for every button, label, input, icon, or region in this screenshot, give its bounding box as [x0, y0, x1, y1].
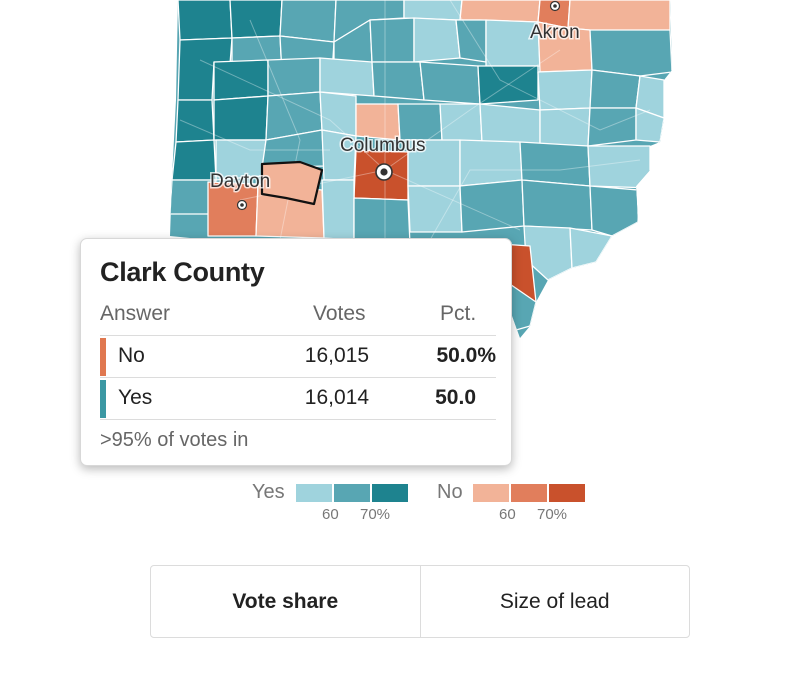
- county: [177, 0, 233, 41]
- county: [519, 141, 591, 187]
- county: [459, 179, 525, 233]
- votes-yes: 16,014: [304, 386, 369, 409]
- county: [403, 0, 463, 21]
- county: [413, 17, 461, 63]
- result-row-no: No 16,015 50.0%: [100, 335, 496, 378]
- size-of-lead-button[interactable]: Size of lead: [419, 566, 690, 637]
- city-label-dayton: Dayton: [210, 171, 270, 192]
- legend-tick-no-60: 60: [499, 506, 516, 523]
- reporting-status: >95% of votes in: [100, 429, 249, 451]
- county: [369, 17, 415, 63]
- header-answer: Answer: [100, 302, 171, 325]
- city-label-akron: Akron: [530, 22, 580, 43]
- county: [321, 179, 355, 241]
- vote-share-button[interactable]: Vote share: [232, 589, 339, 613]
- header-pct: Pct.: [440, 302, 477, 325]
- pct-yes: 50.0: [435, 386, 476, 409]
- legend-tick-yes-70: 70%: [360, 506, 391, 523]
- county: [635, 107, 665, 143]
- county: [439, 103, 483, 143]
- legend-label-no: No: [437, 481, 463, 503]
- county: [459, 0, 541, 23]
- county: [213, 59, 269, 101]
- swatch-yes-light: [296, 484, 332, 502]
- swatch-no-dark: [549, 484, 585, 502]
- akron-marker: [549, 0, 561, 12]
- county: [587, 107, 637, 147]
- county: [279, 0, 337, 43]
- county: [589, 185, 639, 237]
- city-label-columbus: Columbus: [340, 135, 426, 156]
- county: [587, 145, 651, 189]
- dayton-marker: [236, 199, 248, 211]
- county: [589, 29, 672, 77]
- county: [521, 179, 593, 231]
- swatch-no-mid: [511, 484, 547, 502]
- county: [539, 107, 591, 147]
- county: [213, 95, 269, 141]
- header-votes: Votes: [313, 302, 366, 325]
- legend-label-yes: Yes: [252, 481, 285, 503]
- clark-county-outline: [260, 160, 324, 206]
- county: [459, 139, 523, 187]
- county: [455, 19, 487, 63]
- state-outline: [170, 0, 672, 338]
- county: [589, 69, 641, 109]
- answer-yes: Yes: [118, 386, 153, 409]
- row-divider: [100, 419, 496, 420]
- county: [371, 61, 425, 101]
- view-toggle: Vote share Size of lead: [150, 565, 690, 638]
- tooltip-title: Clark County: [100, 257, 265, 287]
- swatch-yes-mid: [334, 484, 370, 502]
- color-bar-no: [100, 338, 106, 376]
- legend-tick-yes-60: 60: [322, 506, 339, 523]
- legend-tick-no-70: 70%: [537, 506, 568, 523]
- result-row-yes: Yes 16,014 50.0: [100, 377, 496, 420]
- swatch-no-light: [473, 484, 509, 502]
- county: [419, 61, 481, 105]
- county: [569, 227, 613, 269]
- color-bar-yes: [100, 380, 106, 418]
- county: [477, 65, 539, 105]
- votes-no: 16,015: [304, 344, 369, 367]
- county: [407, 185, 463, 233]
- county: [567, 0, 671, 33]
- pct-no: 50.0%: [436, 344, 496, 367]
- county: [319, 57, 375, 97]
- county: [479, 103, 541, 147]
- results-map[interactable]: Akron Columbus Dayton: [0, 0, 810, 545]
- county: [229, 0, 283, 39]
- county: [319, 91, 357, 137]
- county-tooltip: Clark County Answer Votes Pct. No 16,015…: [80, 238, 512, 466]
- answer-no: No: [118, 344, 145, 367]
- columbus-marker: [375, 163, 393, 181]
- county: [537, 69, 593, 111]
- county: [267, 57, 321, 97]
- swatch-yes-dark: [372, 484, 408, 502]
